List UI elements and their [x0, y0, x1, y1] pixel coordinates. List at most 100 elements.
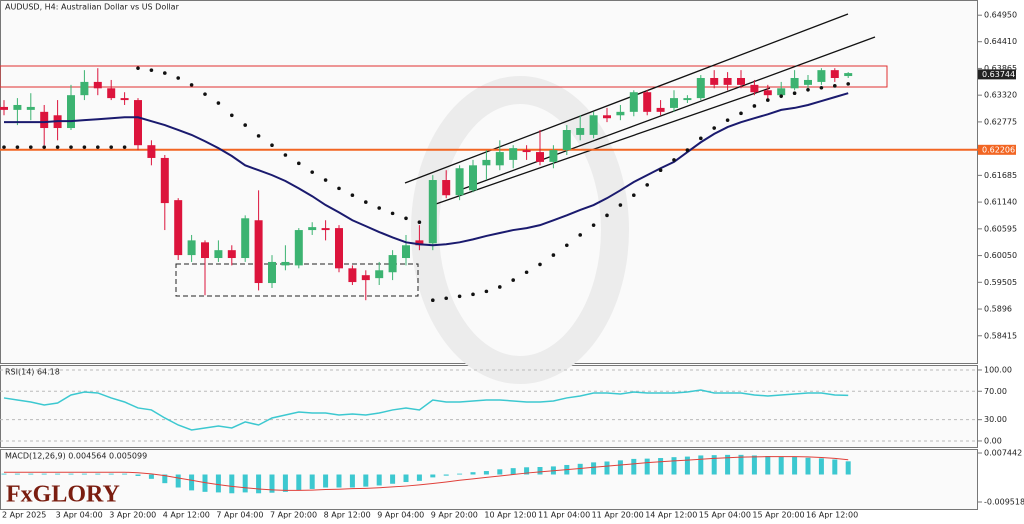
candle-body — [0, 106, 8, 110]
y-tick-label: 0.61685 — [984, 171, 1017, 180]
macd-bar — [14, 473, 20, 475]
macd-bar — [845, 461, 851, 475]
sar-dot — [243, 123, 247, 127]
sar-dot — [404, 216, 408, 221]
y-tick-label: 0.60050 — [984, 251, 1017, 260]
x-tick-label: 15 Apr 04:00 — [699, 511, 751, 520]
sar-dot — [739, 111, 743, 116]
sar-dot — [310, 170, 315, 174]
candle-body — [804, 79, 812, 85]
sar-dot — [538, 262, 542, 267]
sar-dot — [216, 101, 221, 105]
candle-body — [629, 92, 638, 112]
sar-dot — [498, 285, 502, 289]
macd-bar — [430, 474, 436, 478]
x-tick-label: 10 Apr 12:00 — [484, 511, 536, 520]
macd-bar — [617, 460, 623, 475]
sar-dot — [417, 220, 422, 225]
sar-dot — [163, 71, 167, 75]
sar-dot — [846, 82, 850, 86]
channel-upper — [404, 13, 849, 184]
sar-dot — [444, 296, 449, 301]
sar-dot — [685, 148, 690, 152]
candle-body — [656, 107, 665, 112]
sar-dot — [350, 193, 355, 198]
sar-dot — [632, 193, 636, 198]
candle-body — [388, 255, 397, 273]
candle-body — [13, 104, 22, 110]
candle-body — [254, 220, 263, 284]
candle-body — [335, 228, 343, 269]
candle-body — [723, 77, 732, 85]
candle-body — [562, 129, 571, 151]
sar-dot — [122, 145, 127, 149]
candle-body — [26, 106, 35, 110]
candle-body — [549, 150, 558, 162]
watermark — [411, 76, 629, 384]
candle-body — [670, 98, 678, 108]
x-tick-label: 7 Apr 20:00 — [270, 511, 317, 520]
sar-dot — [96, 145, 100, 149]
sar-dot — [618, 203, 623, 207]
macd-bar — [416, 474, 422, 481]
candle-body — [844, 73, 853, 77]
x-tick-label: 11 Apr 20:00 — [592, 511, 644, 520]
macd-bar — [256, 474, 262, 494]
macd-bar — [711, 455, 717, 475]
x-tick-label: 3 Apr 04:00 — [56, 511, 103, 520]
candle-body — [616, 111, 625, 116]
macd-bar — [725, 454, 731, 475]
candle-body — [40, 111, 49, 129]
macd-bar — [122, 473, 128, 475]
macd-bar — [537, 466, 543, 475]
macd-bar — [135, 474, 141, 476]
candle-body — [522, 150, 531, 153]
sar-dot — [42, 145, 46, 149]
sar-dot — [29, 145, 33, 149]
candle-body — [495, 152, 504, 166]
macd-bar — [189, 474, 195, 491]
candle-body — [428, 180, 437, 244]
macd-bar — [470, 472, 476, 475]
y-tick-label: 0.58415 — [984, 331, 1017, 340]
candle-body — [509, 148, 518, 160]
sar-dot — [792, 91, 797, 96]
y-tick-label: 0.64410 — [984, 37, 1017, 46]
macd-bar — [55, 473, 61, 475]
sar-dot — [230, 113, 234, 118]
candle-body — [80, 81, 89, 96]
sar-dot — [511, 278, 515, 282]
sar-dot — [377, 206, 382, 210]
candle-body — [268, 261, 276, 284]
candle-body — [576, 128, 585, 135]
x-tick-label: 8 Apr 12:00 — [324, 511, 371, 520]
y-tick-label: 0.5896 — [984, 305, 1012, 314]
candle-body — [294, 230, 303, 266]
x-tick-label: 14 Apr 12:00 — [645, 511, 697, 520]
macd-bar — [792, 456, 798, 475]
sar-dot — [712, 126, 716, 130]
macd-bar — [457, 473, 463, 475]
sar-dot — [270, 143, 274, 147]
macd-bar — [832, 459, 838, 475]
rsi-panel — [0, 365, 978, 448]
macd-bar — [162, 474, 168, 484]
candle-body — [696, 77, 705, 99]
sar-dot — [323, 178, 328, 182]
sar-dot — [256, 134, 261, 138]
candle-body — [790, 77, 799, 89]
macd-bar — [28, 473, 34, 475]
macd-bar — [524, 467, 530, 475]
sar-dot — [565, 243, 569, 248]
sar-dot — [766, 98, 770, 102]
candle-body — [817, 70, 826, 82]
sar-dot — [431, 298, 435, 303]
sar-dot — [2, 145, 6, 149]
candle-body — [227, 250, 236, 259]
x-tick-label: 2 Apr 2025 — [2, 511, 46, 520]
sar-dot — [55, 145, 60, 149]
macd-title: MACD(12,26,9) 0.004564 0.005099 — [5, 452, 147, 461]
x-tick-label: 11 Apr 04:00 — [538, 511, 590, 520]
sar-dot — [833, 84, 837, 88]
macd-bar — [644, 458, 650, 475]
